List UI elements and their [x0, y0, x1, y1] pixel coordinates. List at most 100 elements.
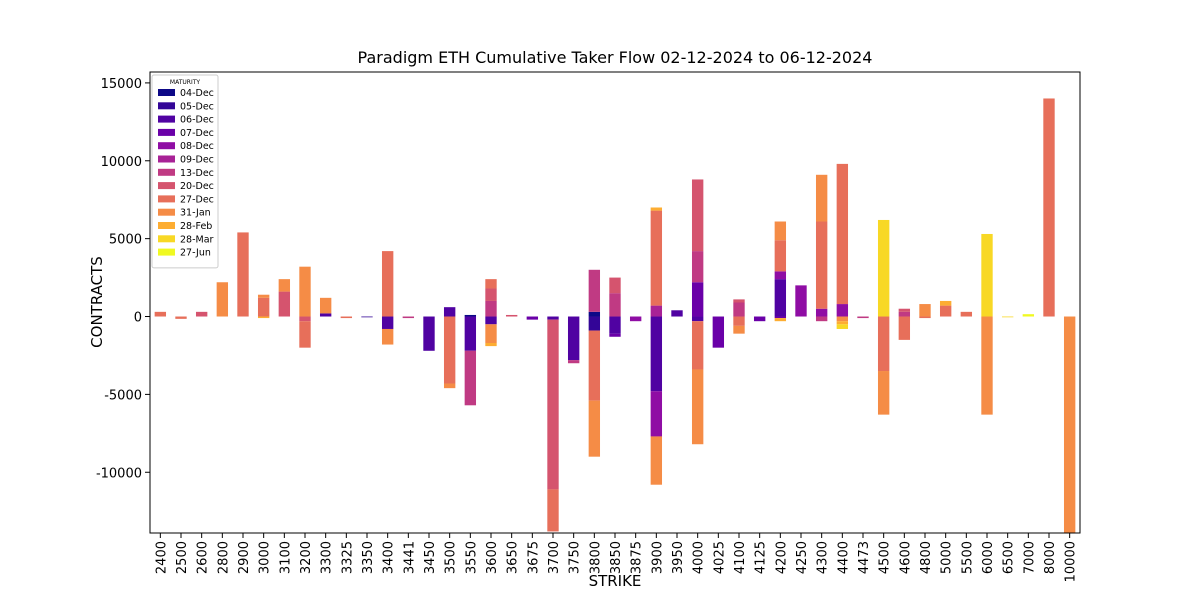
bar-segment	[671, 310, 683, 317]
bar-segment	[588, 400, 601, 457]
x-tick-label: 2500	[175, 541, 190, 574]
chart-title: Paradigm ETH Cumulative Taker Flow 02-12…	[358, 48, 873, 67]
legend-label: 05-Dec	[180, 101, 214, 112]
bar-segment	[898, 308, 911, 312]
x-tick-label: 4400	[836, 541, 851, 574]
bar-segment	[753, 316, 766, 322]
x-tick-label: 3200	[299, 541, 314, 574]
legend-label: 28-Mar	[180, 234, 214, 245]
bar-segment	[588, 330, 601, 401]
bar-segment	[898, 316, 911, 340]
bar-segment	[691, 251, 704, 283]
bar-segment	[443, 383, 456, 389]
bar-segment	[423, 316, 435, 351]
bar-segment	[939, 300, 952, 306]
y-tick-label: -5000	[104, 388, 142, 403]
x-tick-label: 4025	[712, 541, 727, 574]
x-tick-label: 3675	[526, 541, 541, 574]
x-tick-label: 3950	[671, 541, 686, 574]
bar-segment	[774, 240, 787, 272]
bar-segment	[547, 319, 559, 490]
bar-segment	[319, 297, 332, 314]
bar-segment	[278, 279, 291, 292]
bar-segment	[774, 221, 787, 241]
bar-segment	[319, 313, 332, 317]
bar-segment	[898, 311, 911, 317]
bar-segment	[836, 316, 849, 322]
legend-label: 07-Dec	[180, 128, 214, 139]
x-tick-label: 3450	[423, 541, 438, 574]
bar-segment	[485, 324, 497, 343]
bar-segment	[299, 266, 311, 317]
bar-segment	[464, 316, 477, 351]
x-tick-label: 4800	[919, 541, 934, 574]
bar-segment	[815, 316, 828, 322]
legend-swatch	[158, 155, 175, 163]
bar-segment	[381, 316, 394, 329]
legend-swatch	[158, 195, 175, 203]
legend-swatch	[158, 89, 175, 96]
bar-segment	[733, 316, 745, 326]
x-tick-label: 4500	[878, 541, 893, 574]
bar-segment	[1063, 316, 1076, 533]
bar-segment	[588, 311, 601, 317]
bar-segment	[774, 316, 787, 319]
x-tick-label: 3100	[278, 541, 293, 574]
y-tick-label: 10000	[101, 155, 142, 170]
bar-segment	[1022, 314, 1035, 317]
x-tick-label: 5500	[960, 541, 975, 574]
bar-segment	[381, 251, 394, 317]
bar-segment	[505, 314, 518, 317]
x-tick-label: 10000	[1064, 541, 1079, 582]
y-tick-label: 15000	[101, 77, 142, 92]
x-tick-label: 3800	[588, 541, 603, 574]
x-tick-label: 3300	[320, 541, 335, 574]
x-tick-label: 4600	[898, 541, 913, 574]
bar-segment	[340, 316, 353, 319]
x-tick-label: 4000	[692, 541, 707, 574]
y-axis-label: CONTRACTS	[88, 256, 106, 348]
bar-segment	[981, 233, 993, 317]
bar-segment	[650, 305, 663, 317]
bar-segment	[257, 297, 270, 317]
bar-segment	[815, 308, 828, 317]
legend-swatch	[158, 222, 175, 229]
legend-label: 13-Dec	[180, 168, 214, 179]
bar-segment	[485, 300, 497, 317]
bar-segment	[299, 321, 311, 348]
bar-segment	[774, 271, 787, 280]
y-tick-label: 5000	[109, 233, 142, 248]
x-tick-label: 2900	[237, 541, 252, 574]
legend-swatch	[158, 115, 175, 123]
bar-segment	[485, 316, 497, 325]
bar-segment	[485, 279, 497, 289]
bar-segment	[877, 371, 890, 415]
x-tick-label: 3325	[340, 541, 355, 574]
bar-segment	[877, 219, 890, 317]
legend-label: 27-Dec	[180, 194, 214, 205]
bar-segment	[650, 316, 663, 392]
bar-segment	[464, 350, 477, 406]
legend-swatch	[158, 128, 175, 136]
x-tick-label: 4300	[816, 541, 831, 574]
x-tick-label: 3000	[258, 541, 273, 574]
bar-segment	[733, 325, 745, 334]
bar-segment	[939, 305, 952, 317]
x-axis-label: STRIKE	[589, 572, 642, 590]
bar-segment	[361, 316, 373, 318]
x-tick-label: 3850	[609, 541, 624, 574]
x-tick-label: 3650	[506, 541, 521, 574]
x-tick-label: 3550	[464, 541, 479, 574]
bar-segment	[691, 179, 704, 252]
y-tick-label: 0	[134, 311, 142, 326]
x-tick-label: 2400	[154, 541, 169, 574]
x-tick-label: 4200	[774, 541, 789, 574]
bar-segment	[278, 291, 291, 317]
legend-swatch	[158, 182, 175, 190]
bar-segment	[443, 307, 456, 317]
legend-swatch	[158, 102, 175, 110]
legend-label: 04-Dec	[180, 88, 214, 99]
legend-label: 06-Dec	[180, 115, 214, 126]
bar-segment	[650, 210, 663, 306]
